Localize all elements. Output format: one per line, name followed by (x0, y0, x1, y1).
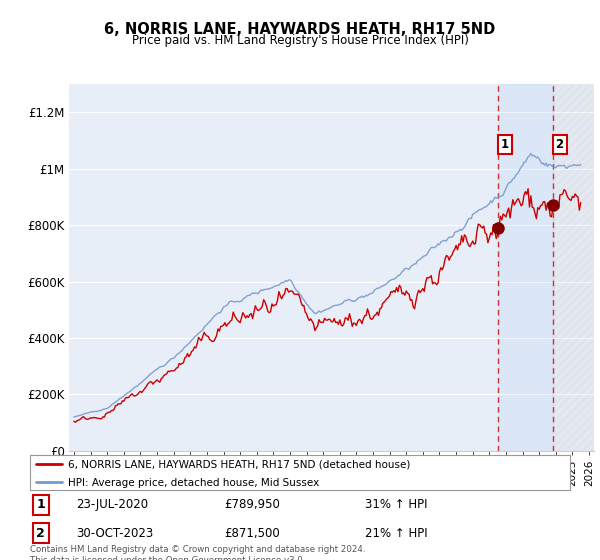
Text: 2: 2 (37, 526, 45, 540)
Text: 1: 1 (37, 498, 45, 511)
Bar (499, 84, 553, 451)
Text: 6, NORRIS LANE, HAYWARDS HEATH, RH17 5ND (detached house): 6, NORRIS LANE, HAYWARDS HEATH, RH17 5ND… (68, 460, 410, 470)
Text: Contains HM Land Registry data © Crown copyright and database right 2024.
This d: Contains HM Land Registry data © Crown c… (30, 545, 365, 560)
Text: HPI: Average price, detached house, Mid Sussex: HPI: Average price, detached house, Mid … (68, 478, 319, 488)
Text: 21% ↑ HPI: 21% ↑ HPI (365, 526, 427, 540)
Bar (553, 84, 594, 451)
Text: Price paid vs. HM Land Registry's House Price Index (HPI): Price paid vs. HM Land Registry's House … (131, 34, 469, 46)
Text: 1: 1 (501, 138, 509, 151)
Text: 2: 2 (556, 138, 563, 151)
Text: £789,950: £789,950 (224, 498, 280, 511)
Text: 6, NORRIS LANE, HAYWARDS HEATH, RH17 5ND: 6, NORRIS LANE, HAYWARDS HEATH, RH17 5ND (104, 22, 496, 38)
Text: £871,500: £871,500 (224, 526, 280, 540)
Text: 23-JUL-2020: 23-JUL-2020 (76, 498, 148, 511)
Text: 31% ↑ HPI: 31% ↑ HPI (365, 498, 427, 511)
Text: 30-OCT-2023: 30-OCT-2023 (76, 526, 153, 540)
